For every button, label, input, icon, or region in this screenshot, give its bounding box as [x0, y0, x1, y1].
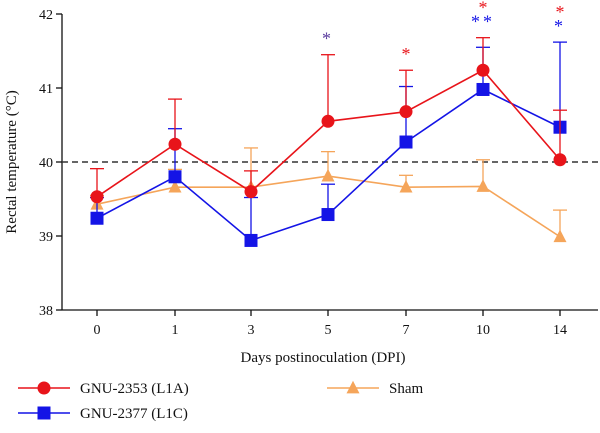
marker-triangle: [346, 380, 360, 394]
significance-group: *******: [322, 0, 566, 64]
y-tick-label: 39: [39, 230, 53, 245]
x-tick-label: 7: [403, 323, 410, 338]
marker-triangle: [553, 229, 567, 243]
significance-marker: *: [322, 29, 334, 49]
marker-circle: [553, 153, 567, 167]
marker-square: [37, 406, 51, 420]
marker-square: [90, 211, 104, 225]
x-axis-label: Days postinoculation (DPI): [241, 350, 406, 366]
y-tick-label: 38: [39, 304, 53, 319]
x-tick-label: 0: [94, 323, 101, 338]
significance-marker: **: [471, 12, 495, 32]
marker-triangle: [168, 179, 182, 193]
x-tick-label: 3: [248, 323, 255, 338]
marker-square: [244, 233, 258, 247]
legend-item: Sham: [327, 380, 424, 397]
significance-marker: *: [479, 0, 488, 18]
x-tick-label: 5: [325, 323, 332, 338]
x-tick-label: 1: [172, 323, 179, 338]
y-tick-label: 41: [39, 82, 53, 97]
marker-circle: [321, 114, 335, 128]
marker-circle: [399, 105, 413, 119]
legend: GNU-2353 (L1A) GNU-2377 (L1C) Sham: [18, 380, 424, 422]
y-tick-label: 42: [39, 8, 53, 23]
x-tick-label: 14: [553, 323, 567, 338]
marker-square: [168, 170, 182, 184]
marker-triangle: [476, 179, 490, 192]
series-group: [90, 37, 567, 247]
marker-square: [321, 208, 335, 222]
significance-marker: *: [554, 16, 566, 36]
x-tick-label: 10: [476, 323, 490, 338]
marker-circle: [168, 137, 182, 151]
legend-label: Sham: [389, 381, 424, 397]
legend-label: GNU-2377 (L1C): [80, 406, 188, 422]
significance-marker: *: [556, 2, 565, 22]
significance-marker: *: [402, 44, 411, 64]
marker-circle: [244, 185, 258, 199]
legend-item: GNU-2377 (L1C): [18, 406, 188, 422]
marker-circle: [37, 381, 51, 395]
marker-triangle: [321, 168, 335, 182]
marker-circle: [476, 63, 490, 77]
axes: 38 39 40 41 42 0 1 3 5 7 10 14: [39, 8, 598, 338]
y-axis-label: Rectal temperature (°C): [4, 90, 20, 233]
marker-square: [399, 135, 413, 149]
y-tick-label: 40: [39, 156, 53, 171]
marker-circle: [90, 190, 104, 204]
legend-label: GNU-2353 (L1A): [80, 381, 189, 397]
legend-item: GNU-2353 (L1A): [18, 381, 189, 397]
series-gnu-2353-l1a: [90, 37, 567, 204]
marker-square: [476, 82, 490, 96]
marker-triangle: [399, 179, 413, 193]
